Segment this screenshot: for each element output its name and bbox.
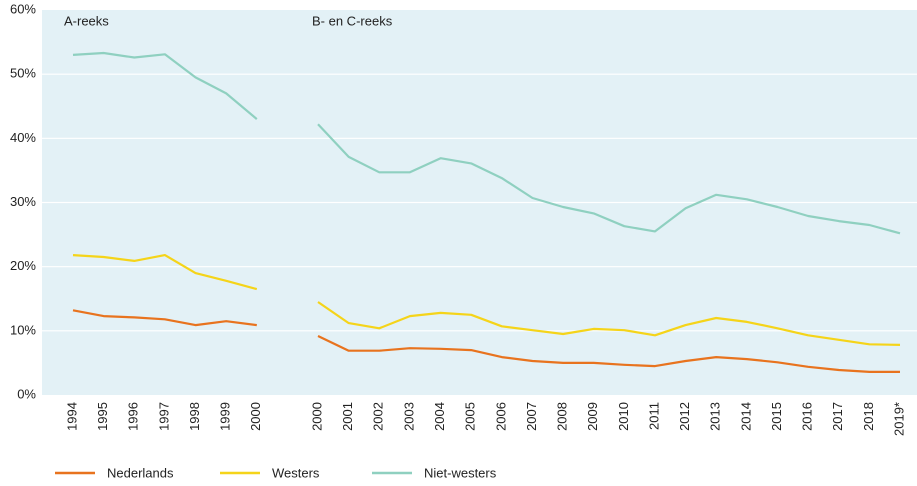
x-tick-label: 2006 [493,402,508,431]
annotation: B- en C-reeks [312,13,393,28]
x-tick-label: 1998 [187,402,202,431]
legend-label: Niet-westers [424,465,497,480]
x-tick-label: 2007 [524,402,539,431]
x-tick-label: 2014 [738,402,753,431]
x-tick-label: 2000 [248,402,263,431]
y-tick-label: 30% [10,194,36,209]
y-tick-label: 20% [10,258,36,273]
legend-label: Westers [272,465,320,480]
y-tick-label: 40% [10,130,36,145]
series-line [72,254,901,346]
x-tick-label: 2016 [800,402,815,431]
x-tick-label: 1997 [156,402,171,431]
x-tick-label: 2018 [861,402,876,431]
series-line [72,309,900,373]
x-tick-label: 1996 [126,402,141,431]
x-tick-label: 2019* [891,402,906,436]
x-tick-label: 2010 [616,402,631,431]
y-tick-label: 0% [17,386,36,401]
series-line [72,51,901,235]
x-tick-label: 1995 [95,402,110,431]
annotation: A-reeks [64,13,109,28]
x-tick-label: 2004 [432,402,447,431]
x-tick-label: 2001 [340,402,355,431]
x-tick-label: 2011 [646,402,661,430]
x-tick-label: 2003 [401,402,416,431]
x-tick-label: 2002 [371,402,386,431]
y-tick-label: 50% [10,66,36,81]
legend-label: Nederlands [107,465,174,480]
y-tick-label: 60% [10,1,36,16]
x-tick-label: 2017 [830,402,845,431]
x-tick-label: 2012 [677,402,692,431]
x-tick-label: 2013 [708,402,723,431]
x-tick-label: 2000 [309,402,324,431]
x-tick-label: 1999 [218,402,233,431]
x-tick-label: 2009 [585,402,600,431]
y-tick-label: 10% [10,322,36,337]
x-tick-label: 2015 [769,402,784,431]
x-tick-label: 1994 [64,402,79,431]
x-tick-label: 2005 [463,402,478,431]
x-tick-label: 2008 [555,402,570,431]
